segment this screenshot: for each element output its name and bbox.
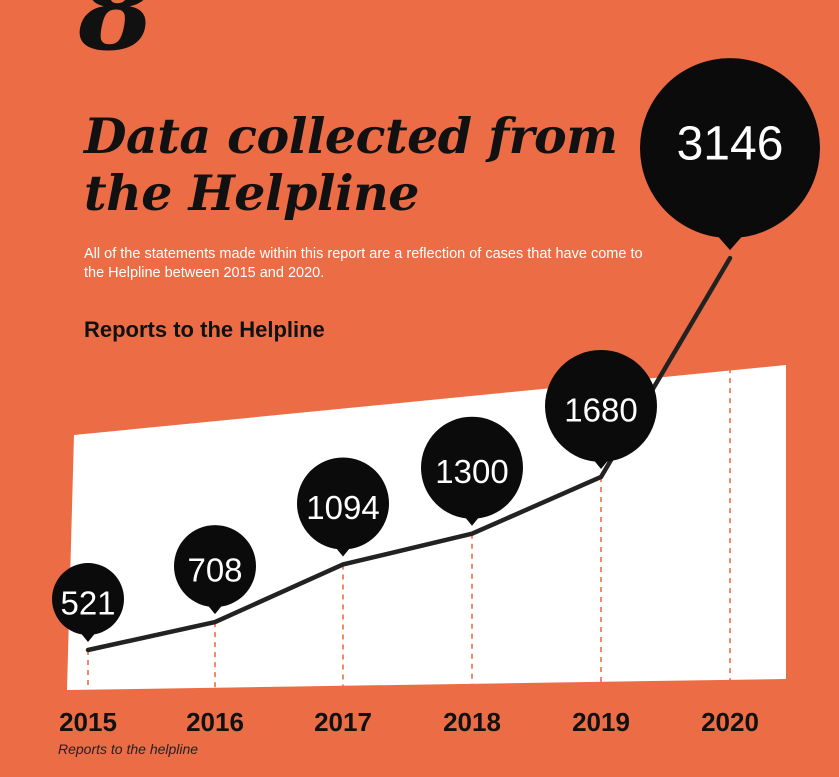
bubble-circle <box>421 416 523 519</box>
value-bubbles: 521 708 1094 1300 1680 3146 <box>52 58 820 642</box>
data-label: 1680 <box>564 391 637 428</box>
bubble-pointer <box>716 234 744 251</box>
x-tick-label: 2018 <box>443 707 501 737</box>
bubble-pointer <box>79 631 97 642</box>
chart-panel <box>67 365 786 690</box>
data-label: 521 <box>60 585 115 622</box>
bubble-2019: 1680 <box>545 349 657 469</box>
data-label: 708 <box>187 552 242 589</box>
bubble-pointer <box>592 457 610 469</box>
data-label: 1094 <box>306 489 379 526</box>
dashed-guides <box>87 258 731 688</box>
x-tick-label: 2019 <box>572 707 630 737</box>
x-tick-label: 2017 <box>314 707 372 737</box>
x-tick-label: 2015 <box>59 707 117 737</box>
bubble-circle <box>640 58 820 239</box>
intro-text: All of the statements made within this r… <box>84 246 643 281</box>
page-number: 8 <box>78 0 155 75</box>
x-tick-label: 2016 <box>186 707 244 737</box>
bubble-2016: 708 <box>174 525 256 615</box>
bubble-circle <box>52 563 124 635</box>
bubble-2020: 3146 <box>640 58 820 251</box>
bubble-2015: 521 <box>52 563 124 642</box>
bubble-pointer <box>334 545 352 557</box>
chart-caption: Reports to the helpline <box>58 741 199 757</box>
bubble-2017: 1094 <box>297 457 389 557</box>
chart-subtitle: Reports to the Helpline <box>84 317 325 342</box>
x-axis-ticks: 2015 2016 2017 2018 2019 2020 <box>59 707 759 737</box>
x-tick-label: 2020 <box>701 707 759 737</box>
bubble-circle <box>297 457 389 550</box>
bubble-2018: 1300 <box>421 416 523 526</box>
page-title: Data collected from the Helpline <box>84 107 618 222</box>
data-label: 3146 <box>677 118 784 171</box>
bubble-pointer <box>206 603 224 615</box>
data-label: 1300 <box>435 453 508 490</box>
bubble-circle <box>545 349 657 462</box>
bubble-circle <box>174 525 256 608</box>
bubble-pointer <box>463 514 481 526</box>
